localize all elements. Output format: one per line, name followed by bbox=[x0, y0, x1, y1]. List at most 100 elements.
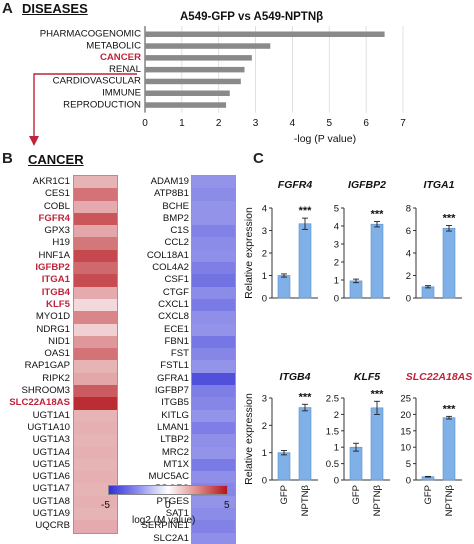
heat-cell-fstl1 bbox=[192, 360, 235, 373]
heat-cell-ugt1a4 bbox=[74, 446, 117, 459]
gene-label-gpx3: GPX3 bbox=[44, 225, 70, 237]
cancer-connector-arrow bbox=[29, 73, 137, 146]
y-tick-igfbp2-5: 5 bbox=[334, 204, 339, 215]
category-label-reproduction: REPRODUCTION bbox=[63, 99, 141, 110]
sig-stars-slc22a18as: *** bbox=[443, 403, 457, 415]
down-gene-heatmap bbox=[191, 175, 236, 544]
heat-cell-shroom3 bbox=[74, 385, 117, 398]
gene-label-mt1x: MT1X bbox=[163, 458, 189, 470]
heat-cell-cobl bbox=[74, 200, 117, 213]
heat-cell-cxcl8 bbox=[192, 311, 235, 324]
gene-label-cxcl1: CXCL1 bbox=[158, 298, 189, 310]
category-label-immune: IMMUNE bbox=[102, 88, 141, 99]
heat-cell-ugt1a8 bbox=[74, 495, 117, 509]
y-tick-itga1-8: 8 bbox=[406, 204, 411, 215]
heat-cell-mrc2 bbox=[192, 446, 235, 459]
heat-cell-igfbp7 bbox=[192, 385, 235, 398]
heat-cell-rap1gap bbox=[74, 360, 117, 373]
gene-label-itgb5: ITGB5 bbox=[161, 397, 189, 409]
heat-cell-slc22a18as bbox=[74, 397, 117, 410]
gene-label-h19: H19 bbox=[52, 237, 70, 249]
x-tick-0: 0 bbox=[142, 118, 148, 129]
scale-tick-min: -5 bbox=[101, 500, 110, 511]
category-label-pharmacogenomic: PHARMACOGENOMIC bbox=[40, 29, 141, 40]
heat-cell-mt1x bbox=[192, 458, 235, 472]
bar-klf5-gfp bbox=[349, 446, 363, 481]
x-tick-7: 7 bbox=[400, 118, 406, 129]
y-tick-fgfr4-0: 0 bbox=[262, 294, 267, 305]
heat-cell-gfra1 bbox=[192, 372, 235, 386]
heat-cell-ccl2 bbox=[192, 237, 235, 250]
gene-label-col4a2: COL4A2 bbox=[152, 262, 189, 274]
heat-cell-csf1 bbox=[192, 274, 235, 287]
y-tick-itga1-2: 2 bbox=[406, 271, 411, 282]
y-tick-itga1-0: 0 bbox=[406, 294, 411, 305]
bar-itgb4-gfp bbox=[277, 452, 291, 481]
expression-bar-charts: FGFR4 0 1 2 3 4 *** IGFBP2 0 1 2 3 4 5 *** ITGA1 0 2 4 6 8 **… bbox=[243, 179, 472, 516]
scale-tick-max: 5 bbox=[224, 500, 230, 511]
heat-cell-lman1 bbox=[192, 421, 235, 435]
heat-cell-klf5 bbox=[74, 298, 117, 312]
heat-cell-atp8b1 bbox=[192, 188, 235, 201]
heat-cell-ugt1a10 bbox=[74, 421, 117, 435]
sig-stars-klf5: *** bbox=[371, 388, 385, 400]
bar-metabolic bbox=[145, 43, 271, 49]
bar-pharmacogenomic bbox=[145, 31, 385, 37]
gene-label-fgfr4: FGFR4 bbox=[38, 212, 70, 224]
up-gene-heatmap bbox=[73, 175, 118, 534]
x-axis-label: -log (P value) bbox=[294, 133, 356, 145]
gene-label-csf1: CSF1 bbox=[164, 274, 189, 286]
y-tick-fgfr4-2: 2 bbox=[262, 249, 267, 260]
gene-label-uqcrb: UQCRB bbox=[35, 520, 70, 532]
heat-cell-cxcl1 bbox=[192, 298, 235, 312]
bar-itga1-nptnβ bbox=[442, 227, 456, 299]
y-tick-igfbp2-2: 2 bbox=[334, 258, 339, 269]
y-tick-fgfr4-3: 3 bbox=[262, 226, 267, 237]
bar-cardiovascular bbox=[145, 78, 241, 85]
x-tick-6: 6 bbox=[363, 118, 369, 129]
heat-cell-col4a2 bbox=[192, 262, 235, 275]
gene-label-itga1: ITGA1 bbox=[41, 274, 70, 286]
chart-title-itga1: ITGA1 bbox=[424, 179, 455, 191]
heat-cell-col18a1 bbox=[192, 249, 235, 263]
heat-cell-fbn1 bbox=[192, 335, 235, 349]
diseases-heading: DISEASES bbox=[22, 1, 88, 16]
x-tick-3: 3 bbox=[253, 118, 259, 129]
x-cat-slc22a18as-gfp: GFP bbox=[423, 485, 434, 505]
gene-label-ugt1a1: UGT1A1 bbox=[32, 409, 70, 421]
x-cat-itgb4-gfp: GFP bbox=[279, 485, 290, 505]
heat-cell-igfbp2 bbox=[74, 262, 117, 275]
x-cat-slc22a18as-nptnβ: NPTNβ bbox=[444, 484, 455, 516]
scale-tick-mid: 0 bbox=[165, 500, 171, 511]
y-tick-slc22a18as-10: 10 bbox=[400, 443, 411, 454]
heat-cell-nid1 bbox=[74, 335, 117, 349]
heat-cell-adam19 bbox=[192, 176, 235, 189]
y-tick-itgb4-3: 3 bbox=[262, 394, 267, 405]
up-gene-labels: AKR1C1 CES1 COBL FGFR4 GPX3 H19 HNF1A IGFBP2 ITG… bbox=[0, 176, 70, 533]
gene-label-nid1: NID1 bbox=[48, 335, 70, 347]
x-cat-klf5-nptnβ: NPTNβ bbox=[372, 484, 383, 516]
gene-label-slc2a1: SLC2A1 bbox=[153, 532, 189, 544]
heat-cell-ripk2 bbox=[74, 372, 117, 386]
heat-cell-akr1c1 bbox=[74, 176, 117, 189]
bar-igfbp2-nptnβ bbox=[370, 223, 384, 299]
heat-cell-gpx3 bbox=[74, 225, 117, 238]
gene-label-ece1: ECE1 bbox=[163, 323, 189, 335]
heat-cell-slc2a1 bbox=[192, 532, 235, 544]
gene-label-ptges: PTGES bbox=[156, 495, 189, 507]
down-gene-labels: ADAM19 ATP8B1 BCHE BMP2 C1S CCL2 COL18A1 COL4A2… bbox=[120, 176, 189, 544]
y-tick-itgb4-0: 0 bbox=[262, 476, 267, 487]
chart-title-klf5: KLF5 bbox=[354, 371, 380, 383]
gene-label-serpine1: SERPINE1 bbox=[141, 520, 189, 532]
gene-label-igfbp2: IGFBP2 bbox=[35, 262, 70, 274]
heat-cell-ugt1a9 bbox=[74, 508, 117, 521]
heat-cell-itga1 bbox=[74, 274, 117, 287]
y-tick-slc22a18as-15: 15 bbox=[400, 426, 411, 437]
heat-cell-fgfr4 bbox=[74, 212, 117, 226]
y-tick-slc22a18as-25: 25 bbox=[400, 394, 411, 405]
gene-label-c1s: C1S bbox=[170, 225, 189, 237]
gene-label-muc5ac: MUC5AC bbox=[148, 471, 189, 483]
heat-cell-ugt1a5 bbox=[74, 458, 117, 472]
y-tick-itga1-4: 4 bbox=[406, 249, 411, 260]
category-label-renal: RENAL bbox=[109, 64, 142, 75]
